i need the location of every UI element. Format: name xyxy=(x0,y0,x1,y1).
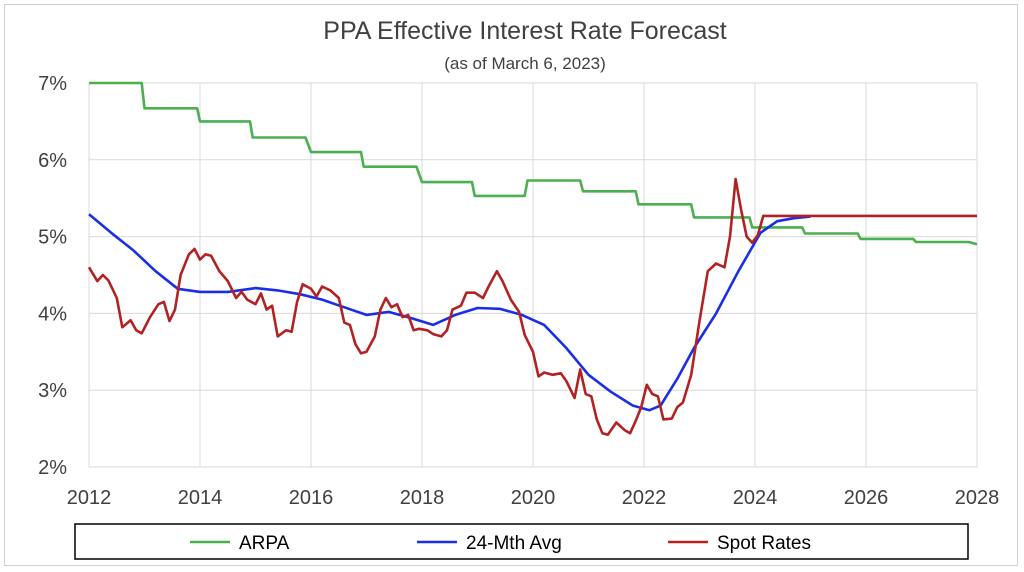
gridlines xyxy=(88,82,978,468)
y-tick-label: 4% xyxy=(38,303,67,325)
series-line-spot-rates xyxy=(87,177,977,436)
x-tick-label: 2020 xyxy=(511,487,556,509)
x-tick-label: 2022 xyxy=(622,487,667,509)
chart-subtitle: (as of March 6, 2023) xyxy=(444,54,606,73)
legend: ARPA 24-Mth Avg Spot Rates xyxy=(74,523,969,560)
x-tick-label: 2018 xyxy=(400,487,445,509)
x-tick-label: 2024 xyxy=(733,487,778,509)
chart-frame: PPA Effective Interest Rate Forecast (as… xyxy=(4,4,1018,566)
y-tick-label: 2% xyxy=(38,457,67,479)
legend-box xyxy=(74,523,969,560)
x-tick-label: 2028 xyxy=(955,487,1000,509)
legend-label: ARPA xyxy=(239,533,290,554)
y-tick-label: 7% xyxy=(38,73,67,95)
y-tick-label: 3% xyxy=(38,380,67,402)
y-axis-ticks: 2% 3% 4% 5% 6% 7% xyxy=(38,73,67,479)
series-line-24-mth-avg xyxy=(88,213,811,412)
chart-title: PPA Effective Interest Rate Forecast xyxy=(323,17,726,45)
x-tick-label: 2012 xyxy=(67,487,112,509)
line-chart: PPA Effective Interest Rate Forecast (as… xyxy=(38,17,1000,560)
series-lines xyxy=(87,81,978,436)
legend-label: Spot Rates xyxy=(717,533,811,554)
series-line-arpa xyxy=(89,81,978,246)
y-tick-label: 5% xyxy=(38,227,67,249)
x-axis-ticks: 2012 2014 2016 2018 2020 2022 2024 2026 2028 xyxy=(67,487,1000,509)
x-tick-label: 2014 xyxy=(178,487,223,509)
x-tick-label: 2026 xyxy=(844,487,889,509)
y-tick-label: 6% xyxy=(38,150,67,172)
legend-label: 24-Mth Avg xyxy=(466,533,562,554)
x-tick-label: 2016 xyxy=(289,487,334,509)
